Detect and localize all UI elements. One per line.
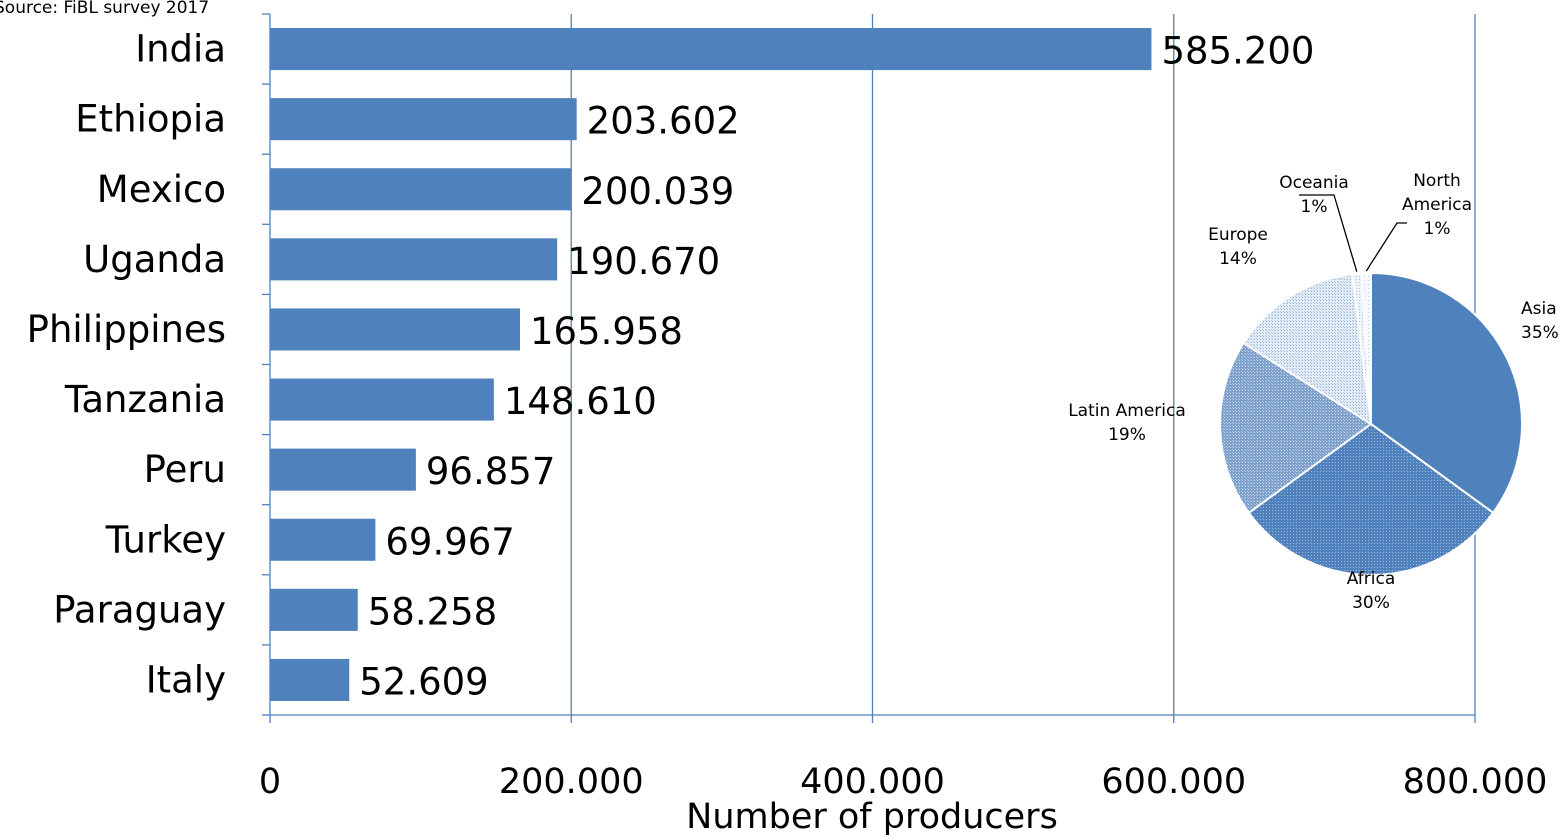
pie-slice <box>1219 341 1373 515</box>
category-label: Turkey <box>105 518 226 561</box>
pie-labels: Asia 35% Africa 30% Latin America 19% Europe 14… <box>1068 171 1559 613</box>
pie-slice <box>1360 271 1372 425</box>
category-label: Paraguay <box>53 588 226 631</box>
pie-label: Latin America 19% <box>1068 401 1186 445</box>
value-label: 69.967 <box>385 520 514 563</box>
pie-label: North America 1% <box>1402 171 1472 239</box>
value-label: 96.857 <box>426 450 555 493</box>
bar <box>270 308 520 351</box>
bar <box>270 588 358 631</box>
value-label: 200.039 <box>581 170 734 213</box>
bars <box>270 28 1152 701</box>
source-note: Source: FiBL survey 2017 <box>0 0 209 18</box>
pie-slice <box>1247 422 1495 576</box>
x-tick-label: 400.000 <box>800 762 945 802</box>
pie-slice <box>1242 273 1373 426</box>
bar <box>270 658 350 701</box>
x-axis-title: Number of producers <box>686 797 1058 835</box>
x-tick-label: 0 <box>259 762 281 802</box>
category-label: India <box>135 28 226 71</box>
pie-label: Africa 30% <box>1347 569 1396 613</box>
pie-label: Europe 14% <box>1208 225 1268 269</box>
pie-slice <box>1370 271 1523 515</box>
x-tick-labels: 0 200.000 400.000 600.000 800.000 <box>259 762 1548 802</box>
category-labels: India Ethiopia Mexico Uganda Philippines Tanz… <box>27 28 226 702</box>
pie-leader-line <box>1365 222 1407 272</box>
value-label: 165.958 <box>530 310 683 353</box>
pie-leader-line <box>1299 194 1358 272</box>
category-label: Tanzania <box>64 378 226 421</box>
bar <box>270 238 558 281</box>
pie-label: Asia 35% <box>1521 299 1559 343</box>
category-label: Uganda <box>83 238 226 281</box>
category-label: Ethiopia <box>75 98 226 141</box>
value-labels: 585.200 203.602 200.039 190.670 165.958 148.6… <box>359 30 1314 704</box>
x-tick-label: 800.000 <box>1403 762 1548 802</box>
x-tick-label: 600.000 <box>1101 762 1246 802</box>
category-label: Mexico <box>97 168 226 211</box>
bar <box>270 518 376 561</box>
bar <box>270 378 494 421</box>
value-label: 52.609 <box>359 660 488 703</box>
bar <box>270 98 577 141</box>
pie-chart <box>1219 271 1523 576</box>
category-label: Peru <box>144 448 226 491</box>
pie-label: Oceania 1% <box>1279 173 1349 217</box>
value-label: 203.602 <box>587 100 740 143</box>
category-label: Italy <box>146 658 226 701</box>
bar <box>270 28 1152 71</box>
bar <box>270 448 416 491</box>
category-label: Philippines <box>27 308 226 351</box>
bar <box>270 168 572 211</box>
x-tick-label: 200.000 <box>499 762 644 802</box>
value-label: 148.610 <box>504 380 657 423</box>
value-label: 190.670 <box>567 240 720 283</box>
value-label: 585.200 <box>1161 30 1314 73</box>
value-label: 58.258 <box>368 590 497 633</box>
